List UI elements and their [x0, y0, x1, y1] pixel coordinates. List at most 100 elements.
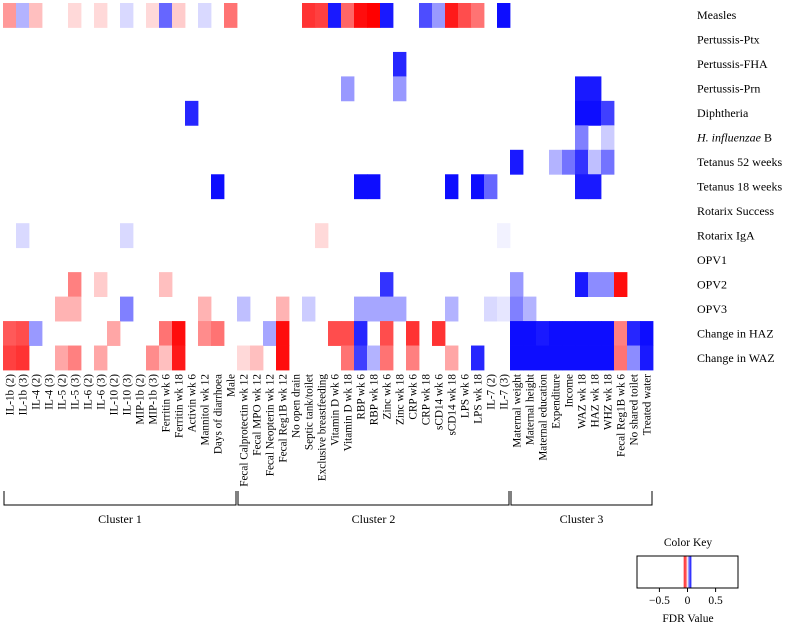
column-label: IL-6 (3) [96, 374, 108, 410]
heatmap-cell [484, 296, 498, 322]
heatmap-cell [211, 321, 225, 346]
heatmap-cell [198, 321, 212, 346]
heatmap-cell [276, 321, 290, 346]
heatmap-cell [354, 321, 368, 346]
heatmap-cell [393, 296, 407, 322]
column-label: IL-4 (3) [44, 374, 56, 410]
heatmap-cell [640, 321, 654, 346]
heatmap-cell [16, 345, 30, 371]
row-label: Change in HAZ [697, 326, 774, 340]
row-label: Tetanus 52 weeks [697, 155, 782, 169]
heatmap-cell [432, 321, 446, 346]
heatmap-cell [549, 321, 563, 346]
color-key: Color Key −0.5 0 0.5 FDR Value [636, 537, 739, 623]
heatmap-cell [367, 174, 381, 200]
column-label: IL-7 (2) [486, 374, 498, 410]
heatmap-cell [367, 296, 381, 322]
heatmap-cell [68, 296, 82, 322]
column-label: Ferritin wk 18 [174, 374, 186, 438]
heatmap-cell [146, 3, 160, 28]
heatmap-cell [601, 149, 615, 175]
heatmap-cell [341, 321, 355, 346]
heatmap-cell [510, 149, 524, 175]
heatmap-cell [419, 3, 433, 28]
heatmap-cell [380, 321, 394, 346]
heatmap-cell [523, 345, 537, 371]
cluster-brackets: Cluster 1 Cluster 2 Cluster 3 [3, 491, 653, 526]
color-key-title: Color Key [664, 537, 712, 549]
color-key-tick-label: 0 [685, 595, 691, 607]
column-label: RBP wk 6 [356, 374, 368, 420]
heatmap-cell [588, 76, 602, 102]
heatmap-cell [614, 321, 628, 346]
heatmap-cell [510, 296, 524, 322]
heatmap-cell [510, 321, 524, 346]
heatmap-cell [120, 296, 134, 322]
column-label: Zinc wk 18 [395, 374, 407, 425]
column-label: IL-7 (3) [499, 374, 511, 410]
cluster-label: Cluster 1 [98, 512, 142, 526]
heatmap-cell [159, 3, 173, 28]
heatmap-cell [627, 321, 641, 346]
row-label: Pertussis-Ptx [697, 33, 760, 47]
column-label: No shared toilet [629, 373, 641, 445]
heatmap-cell [380, 272, 394, 297]
heatmap-cell [458, 3, 472, 28]
row-label: OPV1 [697, 253, 727, 267]
column-label: WAZ wk 18 [577, 374, 589, 429]
heatmap-cell [3, 3, 17, 28]
heatmap-cell [341, 345, 355, 371]
column-label: MIP-1b (3) [148, 374, 160, 425]
heatmap-cells [3, 3, 654, 371]
heatmap-cell [172, 345, 186, 371]
column-label: RBP wk 18 [369, 374, 381, 426]
column-label: HAZ wk 18 [590, 374, 602, 428]
column-label: Mannitol wk 12 [200, 374, 212, 445]
heatmap-cell [55, 345, 69, 371]
heatmap-cell [575, 321, 589, 346]
heatmap-cell [549, 345, 563, 371]
column-label: IL-1b (3) [18, 374, 30, 416]
row-label: Diphtheria [697, 106, 749, 120]
row-label: OPV2 [697, 277, 727, 291]
heatmap-cell [341, 3, 355, 28]
heatmap-cell [406, 321, 420, 346]
heatmap-cell [601, 100, 615, 126]
color-key-tick-label: 0.5 [708, 595, 723, 607]
heatmap-cell [445, 174, 459, 200]
column-label: Exclusive breastfeeding [317, 374, 329, 482]
heatmap-cell [588, 174, 602, 200]
heatmap-cell [302, 296, 316, 322]
column-label: Male [226, 374, 238, 397]
heatmap-cell [614, 272, 628, 297]
heatmap-cell [406, 345, 420, 371]
column-label: IL-5 (3) [70, 374, 82, 410]
heatmap-cell [445, 3, 459, 28]
row-label: Measles [697, 8, 737, 22]
color-key-xlabel: FDR Value [662, 613, 713, 623]
heatmap-cell [354, 3, 368, 28]
heatmap-cell [640, 345, 654, 371]
column-label: Septic tank/toilet [304, 373, 316, 450]
heatmap-cell [575, 272, 589, 297]
heatmap-cell [601, 125, 615, 151]
heatmap-cell [211, 174, 225, 200]
heatmap-cell [588, 100, 602, 126]
heatmap-cell [393, 76, 407, 102]
column-label: Fecal Reg1B wk 12 [278, 374, 290, 463]
column-label: Activin wk 6 [187, 374, 199, 433]
heatmap-cell [562, 149, 576, 175]
heatmap-cell [471, 3, 485, 28]
column-label: WHZ wk 18 [603, 374, 615, 430]
heatmap-cell [575, 149, 589, 175]
heatmap-cell [380, 345, 394, 371]
column-label: Expenditure [551, 374, 563, 429]
heatmap-cell [575, 100, 589, 126]
heatmap-cell [432, 3, 446, 28]
heatmap-cell [601, 272, 615, 297]
heatmap-cell [328, 321, 342, 346]
heatmap-cell [354, 174, 368, 200]
column-label: Fecal MPO wk 12 [252, 374, 264, 456]
heatmap-cell [172, 3, 186, 28]
heatmap-cell [29, 321, 43, 346]
